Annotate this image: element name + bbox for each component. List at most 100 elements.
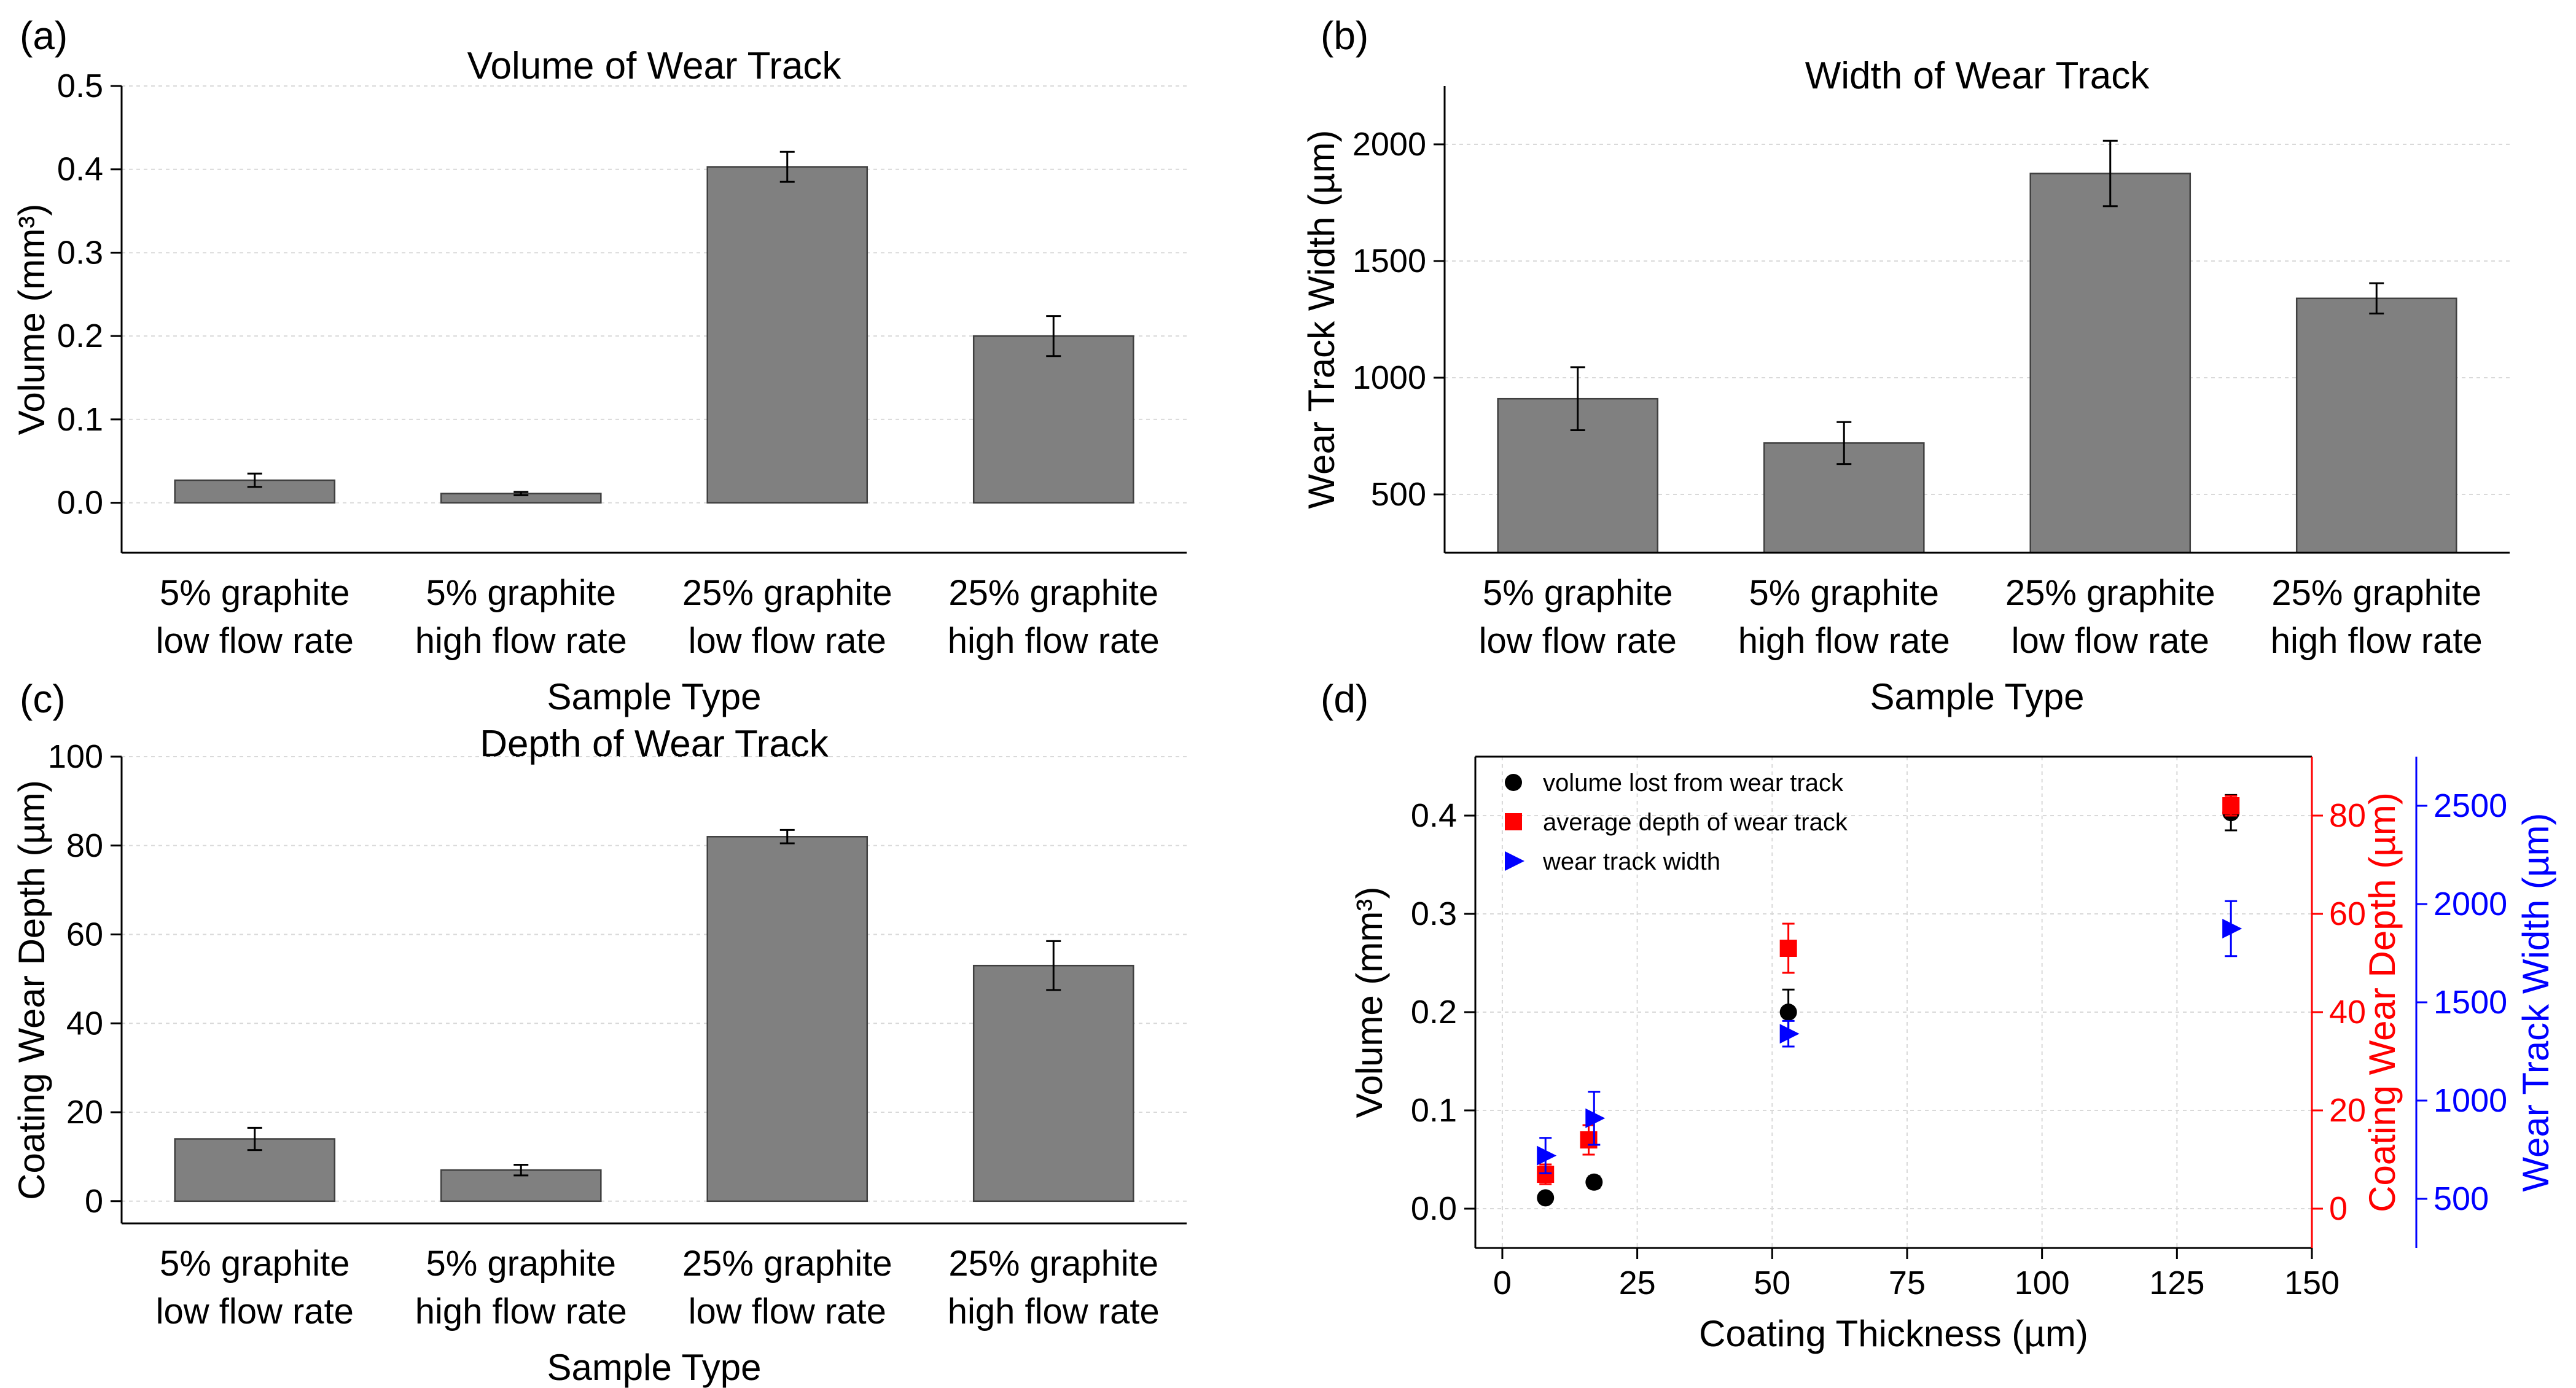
category-label: low flow rate: [1479, 621, 1677, 661]
category-label: 25% graphite: [2271, 573, 2481, 613]
panel-label: (a): [20, 14, 68, 58]
x-axis-label: Sample Type: [547, 1347, 761, 1388]
y-tick-label-width: 2500: [2434, 787, 2507, 824]
data-point: [1585, 1173, 1603, 1191]
category-label: 5% graphite: [1483, 573, 1673, 613]
bar: [706, 166, 868, 504]
y-tick-label: 0.4: [57, 151, 103, 188]
y-tick-label: 0.4: [1411, 797, 1457, 834]
category-label: high flow rate: [415, 621, 627, 661]
y-axis-label: Coating Wear Depth (µm): [11, 780, 52, 1200]
category-label: low flow rate: [156, 1292, 354, 1331]
bar: [972, 964, 1134, 1203]
y-tick-label-depth: 80: [2329, 797, 2366, 834]
y-axis-label-volume: Volume (mm³): [1349, 887, 1390, 1118]
bar: [2295, 297, 2457, 554]
y-tick-label: 40: [66, 1005, 103, 1042]
legend: volume lost from wear track average depth…: [1505, 770, 1848, 875]
data-point: [1505, 851, 1524, 871]
y-tick-label: 0.3: [57, 234, 103, 271]
x-axis-label: Coating Thickness (µm): [1699, 1313, 2088, 1354]
category-label: low flow rate: [689, 1292, 886, 1331]
category-label: high flow rate: [948, 1292, 1160, 1331]
category-label: 25% graphite: [682, 1244, 892, 1284]
data-point: [1779, 1024, 1800, 1044]
y-tick-label-width: 1500: [2434, 984, 2507, 1021]
series-2: [1537, 900, 2242, 1174]
y-tick-label-depth: 0: [2329, 1190, 2348, 1227]
panel-1: (b) Width of Wear Track 500 1000 1500 2000 5% …: [1301, 14, 2510, 717]
category-label: low flow rate: [156, 621, 354, 661]
x-axis-label: Sample Type: [547, 676, 761, 717]
y-tick-label-depth: 60: [2329, 895, 2366, 932]
category-label: high flow rate: [1738, 621, 1950, 661]
chart-title: Volume of Wear Track: [467, 45, 842, 87]
panel-label: (d): [1321, 677, 1368, 721]
bar: [2029, 173, 2192, 554]
y-tick-label: 1500: [1352, 243, 1426, 279]
y-tick-label: 500: [1371, 476, 1426, 513]
data-point: [1505, 774, 1522, 791]
data-point: [1537, 1145, 1557, 1166]
y-tick-label: 0.0: [57, 485, 103, 521]
panel-2: (c) Depth of Wear Track 0 20 40 60 80 100 5% gra…: [11, 677, 1187, 1388]
y-axis-label: Volume (mm³): [11, 204, 52, 435]
data-point: [1505, 813, 1522, 830]
x-tick-label: 100: [2015, 1265, 2070, 1301]
y-tick-label-depth: 20: [2329, 1092, 2366, 1129]
category-label: high flow rate: [948, 621, 1160, 661]
category-label: 25% graphite: [948, 1244, 1158, 1284]
category-label: 25% graphite: [682, 573, 892, 613]
y-tick-label: 0.0: [1411, 1190, 1457, 1227]
y-tick-label-depth: 40: [2329, 994, 2366, 1031]
y-tick-label: 0.1: [57, 401, 103, 438]
data-point: [2222, 797, 2240, 814]
x-tick-label: 150: [2284, 1265, 2340, 1301]
category-label: low flow rate: [689, 621, 886, 661]
x-tick-label: 75: [1889, 1265, 1926, 1301]
y-tick-label: 0: [85, 1183, 103, 1220]
category-label: 5% graphite: [160, 573, 350, 613]
bar: [972, 335, 1134, 504]
y-tick-label: 0.1: [1411, 1092, 1457, 1129]
x-tick-label: 50: [1754, 1265, 1790, 1301]
category-label: 25% graphite: [2005, 573, 2215, 613]
bar: [706, 836, 868, 1203]
panel-0: (a) Volume of Wear Track 0.0 0.1 0.2 0.3 0.4 0.…: [11, 14, 1187, 717]
y-axis-label: Wear Track Width (µm): [1301, 130, 1342, 509]
data-point: [1585, 1108, 1606, 1128]
chart-title: Width of Wear Track: [1805, 55, 2150, 97]
y-tick-label: 60: [66, 916, 103, 953]
panel-label: (c): [20, 677, 66, 721]
category-label: 25% graphite: [948, 573, 1158, 613]
y-tick-label: 100: [48, 738, 103, 775]
y-tick-label: 0.2: [57, 318, 103, 354]
data-point: [1779, 940, 1797, 957]
legend-entry: volume lost from wear track: [1543, 770, 1844, 797]
y-tick-label-width: 2000: [2434, 886, 2507, 922]
legend-entry: average depth of wear track: [1543, 809, 1848, 836]
y-tick-label: 2000: [1352, 126, 1426, 163]
x-tick-label: 0: [1493, 1265, 1512, 1301]
data-point: [1537, 1189, 1555, 1207]
legend-entry: wear track width: [1542, 848, 1720, 875]
y-tick-label-width: 500: [2434, 1180, 2489, 1217]
y-axis-label-depth: Coating Wear Depth (µm): [2362, 792, 2403, 1212]
y-tick-label: 80: [66, 827, 103, 864]
y-tick-label: 20: [66, 1094, 103, 1131]
x-tick-label: 25: [1619, 1265, 1656, 1301]
chart-title: Depth of Wear Track: [480, 723, 829, 765]
x-tick-label: 125: [2149, 1265, 2204, 1301]
category-label: 5% graphite: [1749, 573, 1939, 613]
y-axis-label-width: Wear Track Width (µm): [2515, 813, 2556, 1192]
category-label: 5% graphite: [160, 1244, 350, 1284]
y-tick-label: 0.3: [1411, 895, 1457, 932]
category-label: 5% graphite: [426, 1244, 616, 1284]
panel-label: (b): [1321, 14, 1368, 58]
category-label: high flow rate: [2271, 621, 2483, 661]
data-point: [2222, 919, 2242, 938]
category-label: low flow rate: [2012, 621, 2209, 661]
y-tick-label: 0.5: [57, 68, 103, 104]
y-tick-label-width: 1000: [2434, 1082, 2507, 1119]
